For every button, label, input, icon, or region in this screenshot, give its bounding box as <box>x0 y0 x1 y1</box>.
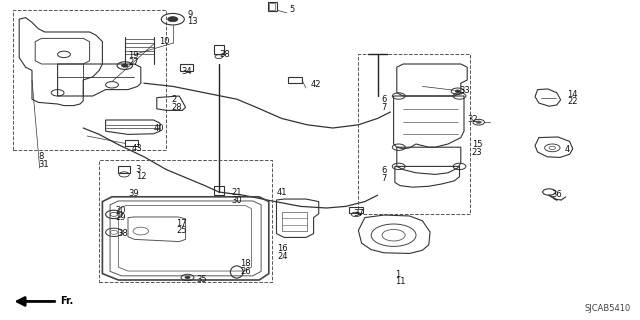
Circle shape <box>122 64 128 67</box>
Text: 20: 20 <box>115 206 125 215</box>
Text: 29: 29 <box>115 213 125 222</box>
Text: 27: 27 <box>128 58 139 67</box>
Text: 36: 36 <box>552 190 563 199</box>
Text: 37: 37 <box>353 209 364 218</box>
Text: 16: 16 <box>277 244 288 253</box>
Text: 15: 15 <box>472 140 482 149</box>
Text: 7: 7 <box>381 103 387 112</box>
Text: 13: 13 <box>188 17 198 26</box>
Text: 33: 33 <box>460 86 470 95</box>
Bar <box>269 3 275 10</box>
Text: 11: 11 <box>396 277 406 286</box>
Text: 41: 41 <box>276 188 287 197</box>
Circle shape <box>455 90 460 92</box>
Text: 17: 17 <box>176 219 187 228</box>
Text: 28: 28 <box>172 103 182 112</box>
Text: 39: 39 <box>128 189 139 198</box>
Circle shape <box>185 276 190 279</box>
Bar <box>99 160 272 282</box>
Text: 24: 24 <box>277 252 287 261</box>
Circle shape <box>168 17 178 22</box>
Bar <box>13 10 166 150</box>
Bar <box>125 140 138 146</box>
Circle shape <box>476 121 481 124</box>
Text: 30: 30 <box>232 196 243 204</box>
Text: 3: 3 <box>136 165 141 174</box>
Text: SJCAB5410: SJCAB5410 <box>584 304 630 313</box>
Text: 21: 21 <box>232 188 242 197</box>
Text: 6: 6 <box>381 166 387 175</box>
Text: 10: 10 <box>159 37 169 46</box>
Text: 7: 7 <box>381 174 387 183</box>
Text: 25: 25 <box>176 226 186 235</box>
Text: 26: 26 <box>240 267 251 276</box>
Text: 4: 4 <box>564 145 570 154</box>
Text: 8: 8 <box>38 152 44 161</box>
Bar <box>288 77 302 83</box>
Text: 18: 18 <box>240 260 251 268</box>
Bar <box>214 186 224 195</box>
Bar <box>118 166 130 173</box>
Text: 38: 38 <box>219 50 230 59</box>
Text: 38: 38 <box>117 229 128 238</box>
Bar <box>214 45 224 54</box>
Text: 2: 2 <box>172 95 177 104</box>
Text: 23: 23 <box>472 148 483 156</box>
Text: 6: 6 <box>381 95 387 104</box>
Text: 22: 22 <box>567 97 577 106</box>
Bar <box>268 2 277 11</box>
Text: 34: 34 <box>181 67 192 76</box>
Text: 19: 19 <box>128 51 138 60</box>
Text: Fr.: Fr. <box>60 296 74 307</box>
Text: 40: 40 <box>154 124 164 132</box>
Text: 43: 43 <box>131 144 142 153</box>
Text: 5: 5 <box>289 5 294 14</box>
Bar <box>180 64 193 71</box>
Text: 1: 1 <box>396 270 401 279</box>
Bar <box>282 212 307 231</box>
Text: 12: 12 <box>136 172 146 181</box>
Text: 9: 9 <box>188 10 193 19</box>
Bar <box>349 207 363 213</box>
Text: 35: 35 <box>196 275 207 284</box>
Text: 14: 14 <box>567 90 577 99</box>
Text: 31: 31 <box>38 160 49 169</box>
Text: 42: 42 <box>311 80 321 89</box>
Bar <box>358 54 470 214</box>
Text: 32: 32 <box>467 115 478 124</box>
